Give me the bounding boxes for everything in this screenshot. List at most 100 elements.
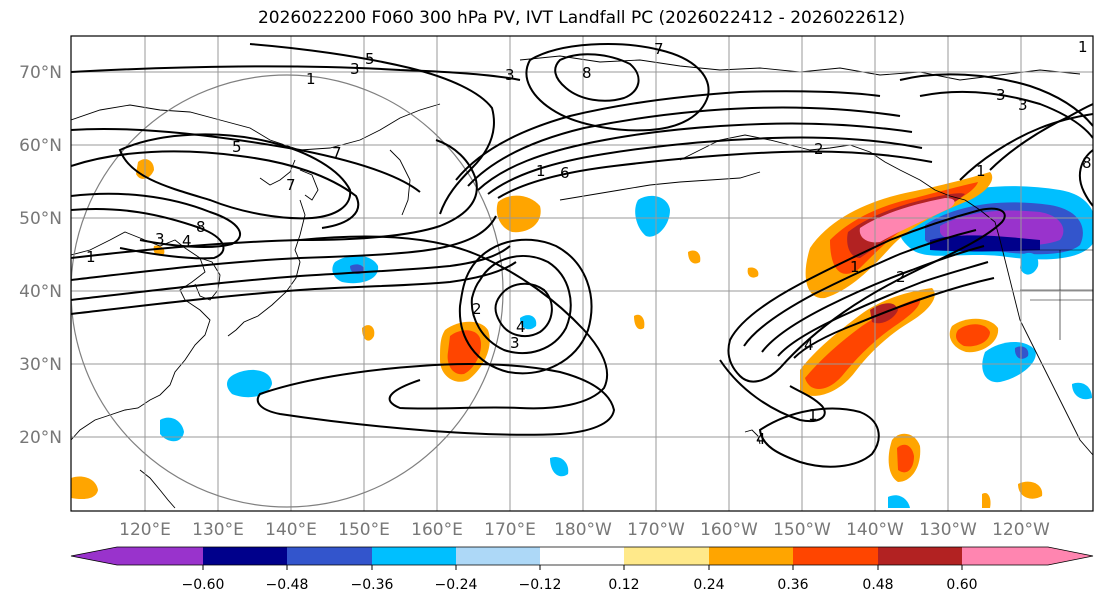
pv-contour-1-north <box>71 65 521 81</box>
contour-label: 8 <box>582 64 592 82</box>
lon-label-120e: 120°E <box>119 520 171 540</box>
pv-contour-east-trough-2 <box>743 229 995 359</box>
contour-label: 4 <box>182 232 192 250</box>
positive-feature-main-ar-pink <box>859 198 955 243</box>
pv-contour-ne <box>899 73 1093 127</box>
colorbar-segment <box>709 547 793 565</box>
negative-feature-south <box>550 456 569 477</box>
pv-contour-3-north <box>249 43 495 215</box>
contour-label: 4 <box>804 336 814 354</box>
pv-contour-jet-3 <box>477 122 913 191</box>
lon-label-150e: 150°E <box>338 520 390 540</box>
contour-label: 3 <box>1018 96 1028 114</box>
pv-contour-east-trough-1 <box>727 207 1006 383</box>
lon-label-170w: 170°W <box>627 520 685 540</box>
contour-label: 1 <box>808 406 818 424</box>
latitude-labels: 70°N 60°N 50°N 40°N 30°N 20°N <box>19 63 62 448</box>
pv-contour-subtropical-3 <box>71 245 511 301</box>
pv-contour-jet-4 <box>487 136 923 195</box>
colorbar-segment <box>962 547 1048 565</box>
colorbar-outline <box>70 546 1094 566</box>
contour-label: 7 <box>654 40 664 58</box>
negative-feature-small-1 <box>888 495 910 508</box>
map-background <box>71 36 1093 511</box>
pv-contour-siberia-4 <box>71 207 225 260</box>
contour-label: 1 <box>850 258 860 276</box>
positive-feature-aleutian-south <box>496 195 541 233</box>
positive-feature-small-d <box>747 267 759 278</box>
negative-feature-ne-pacific-band <box>930 235 1040 252</box>
positive-feature-small-c <box>688 250 701 264</box>
pv-contour-siberia-2 <box>71 150 360 229</box>
negative-feature-taiwan <box>160 417 184 442</box>
colorbar-tick-label: −0.36 <box>351 577 394 593</box>
positive-feature-small-b <box>634 314 645 330</box>
contour-label: 8 <box>196 218 206 236</box>
coast-okhotsk <box>259 159 296 186</box>
contour-labels: 1 3 5 7 8 7 3 3 5 7 8 6 4 1 2 3 4 1 4 2 <box>86 38 1092 448</box>
state-borders <box>1020 249 1093 340</box>
positive-feature-sw-corner <box>71 476 98 500</box>
colorbar-tick-label: −0.24 <box>435 577 478 593</box>
coast-kamchatka <box>389 149 411 216</box>
map-frame <box>70 35 1094 512</box>
positive-feature-subtropical-ar-red <box>805 298 921 390</box>
positive-feature-baja-red <box>956 324 990 347</box>
pv-contour-east-trough-3 <box>719 359 826 422</box>
positive-feature-small-e <box>1018 481 1043 499</box>
contour-label: 3 <box>505 66 515 84</box>
contour-label: 2 <box>472 300 482 318</box>
contour-label: 5 <box>365 50 375 68</box>
negative-feature-pacific-nw <box>226 369 272 398</box>
contour-label: 1 <box>306 70 316 88</box>
lat-label-40n: 40°N <box>19 282 62 302</box>
pv-contour-subtropical-2 <box>71 215 497 281</box>
negative-feature-small-2 <box>1072 382 1092 400</box>
lon-label-160e: 160°E <box>411 520 463 540</box>
contour-label: 5 <box>232 138 242 156</box>
contour-label: 3 <box>510 334 520 352</box>
pv-contours <box>71 43 1093 468</box>
map-title: 2026022200 F060 300 hPa PV, IVT Landfall… <box>257 8 905 28</box>
contour-label: 8 <box>1082 154 1092 172</box>
contour-label: 1 <box>976 162 986 180</box>
lat-label-50n: 50°N <box>19 209 62 229</box>
pv-contour-subtropical-east <box>758 407 880 468</box>
coast-sakhalin-kamchatka <box>299 169 319 201</box>
pv-contour-ridge <box>989 103 1093 171</box>
colorbar-extend-left <box>71 547 117 565</box>
contour-label: 3 <box>996 86 1006 104</box>
colorbar-tick-label: −0.12 <box>519 577 562 593</box>
lat-label-30n: 30°N <box>19 355 62 375</box>
contour-label: 1 <box>536 162 546 180</box>
pv-contour-siberia-5 <box>118 133 352 220</box>
colorbar-tick-label: 0.36 <box>777 577 808 593</box>
negative-feature-dateline <box>635 195 670 237</box>
lon-label-130e: 130°E <box>192 520 244 540</box>
longitude-labels: 120°E 130°E 140°E 150°E 160°E 170°E 180°… <box>119 520 1050 540</box>
pv-contour-low-7 <box>525 43 710 132</box>
colorbar-tick-label: 0.24 <box>693 577 724 593</box>
lon-label-170e: 170°E <box>484 520 536 540</box>
pv-contour-siberia-1 <box>71 127 421 193</box>
contour-label: 1 <box>1078 38 1088 56</box>
pv-contour-trough-2 <box>256 363 616 436</box>
colorbar-tick-label: −0.60 <box>182 577 225 593</box>
contour-label: 3 <box>155 230 165 248</box>
lon-label-180w: 180°W <box>554 520 612 540</box>
contour-label: 1 <box>86 248 96 266</box>
pv-contour-jet-1 <box>455 90 881 181</box>
colorbar-segment <box>793 547 878 565</box>
colorbar: −0.60 −0.48 −0.36 −0.24 −0.12 0.12 0.24 … <box>70 546 1094 593</box>
lon-label-120w: 120°W <box>992 520 1050 540</box>
colorbar-segment <box>540 547 624 565</box>
pv-contour-ne-3 <box>1078 149 1093 207</box>
colorbar-tick-label: 0.48 <box>862 577 893 593</box>
colorbar-segment <box>372 547 456 565</box>
pv-contour-low-8 <box>554 53 640 102</box>
positive-feature-small-f <box>982 492 991 508</box>
lon-label-140e: 140°E <box>265 520 317 540</box>
lat-label-20n: 20°N <box>19 428 62 448</box>
contour-label: 2 <box>896 268 906 286</box>
colorbar-segment <box>203 547 287 565</box>
